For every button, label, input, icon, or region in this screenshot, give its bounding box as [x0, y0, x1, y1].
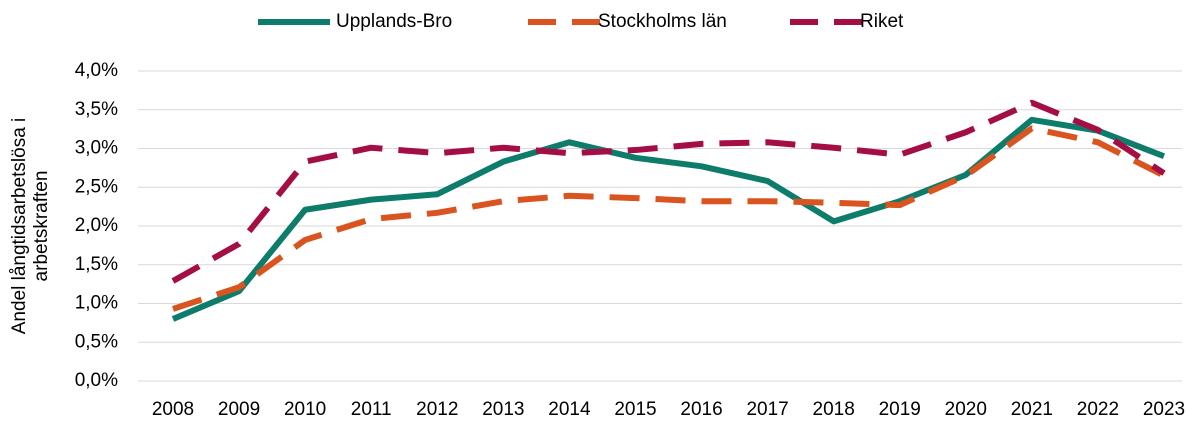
x-tick-label: 2015: [614, 399, 656, 420]
y-axis-label: arbetskraften: [31, 171, 52, 282]
x-tick-label: 2014: [548, 399, 591, 420]
y-tick-label: 4,0%: [75, 60, 118, 81]
x-tick-label: 2021: [1011, 399, 1053, 420]
x-tick-label: 2008: [152, 399, 194, 420]
x-tick-label: 2017: [746, 399, 788, 420]
y-tick-label: 0,5%: [75, 331, 118, 352]
data-line: [171, 116, 1166, 322]
x-tick-label: 2018: [813, 399, 855, 420]
x-tick-label: 2013: [482, 399, 524, 420]
x-tick-label: 2011: [351, 399, 392, 420]
y-tick-label: 0,0%: [75, 370, 118, 391]
x-tick-label: 2022: [1077, 399, 1119, 420]
y-tick-label: 1,0%: [75, 293, 118, 314]
y-axis-label: Andel långtidsarbetslösa i: [9, 118, 30, 335]
x-tick-label: 2012: [416, 399, 458, 420]
data-line: [171, 99, 1166, 284]
x-tick-label: 2020: [945, 399, 987, 420]
y-tick-label: 3,0%: [75, 138, 118, 159]
legend-label: Upplands-Bro: [336, 11, 452, 32]
x-tick-label: 2009: [218, 399, 260, 420]
x-tick-label: 2019: [879, 399, 921, 420]
data-line: [172, 125, 1166, 312]
x-tick-label: 2023: [1143, 399, 1185, 420]
legend-label: Stockholms län: [598, 11, 727, 32]
y-tick-label: 3,5%: [75, 99, 118, 120]
x-tick-label: 2016: [680, 399, 722, 420]
y-tick-label: 2,0%: [75, 215, 118, 236]
legend-label: Riket: [860, 11, 904, 32]
y-tick-label: 1,5%: [75, 254, 118, 275]
y-tick-label: 2,5%: [75, 176, 118, 197]
x-tick-label: 2010: [284, 399, 326, 420]
